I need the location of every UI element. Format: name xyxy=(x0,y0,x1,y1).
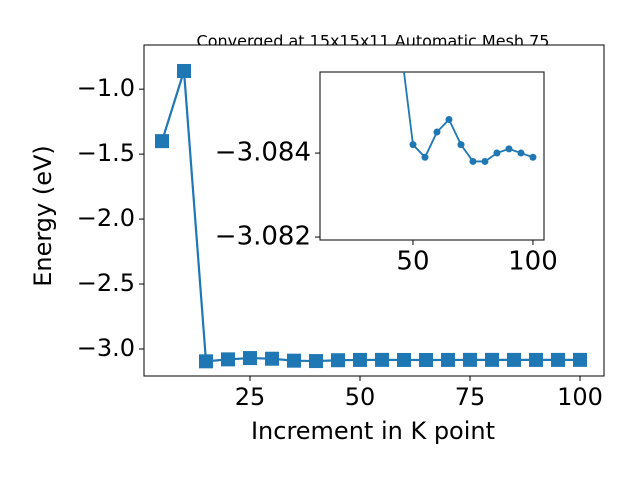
marker xyxy=(573,352,588,367)
marker xyxy=(409,141,417,149)
x-tick-label: 75 xyxy=(455,383,486,411)
marker xyxy=(243,351,258,366)
marker xyxy=(309,354,324,369)
marker xyxy=(154,134,169,149)
y-tick-label: −3.084 xyxy=(215,138,311,168)
marker xyxy=(198,354,213,369)
marker xyxy=(433,128,441,136)
y-tick-label: −2.5 xyxy=(77,269,135,297)
marker xyxy=(517,149,525,157)
marker xyxy=(485,352,500,367)
plot-clip xyxy=(403,72,537,165)
x-tick-label: 100 xyxy=(557,383,603,411)
marker xyxy=(507,352,522,367)
y-tick-label: −1.5 xyxy=(77,139,135,167)
marker xyxy=(529,153,537,161)
marker xyxy=(481,157,489,165)
marker xyxy=(505,145,513,153)
marker xyxy=(445,115,453,123)
marker xyxy=(221,352,236,367)
marker xyxy=(469,157,477,165)
plot-area xyxy=(319,71,545,241)
marker xyxy=(529,352,544,367)
marker xyxy=(287,353,302,368)
y-tick-label: −2.0 xyxy=(77,204,135,232)
marker xyxy=(176,63,191,78)
marker xyxy=(421,153,429,161)
marker xyxy=(441,352,456,367)
marker xyxy=(375,352,390,367)
marker xyxy=(265,351,280,366)
y-tick-label: −3.0 xyxy=(77,334,135,362)
x-tick-label: 25 xyxy=(235,383,266,411)
marker xyxy=(493,149,501,157)
x-axis-label: Increment in K point xyxy=(251,417,495,445)
marker xyxy=(419,352,434,367)
marker xyxy=(463,352,478,367)
y-axis-label: Energy (eV) xyxy=(29,145,57,287)
y-tick-label: −1.0 xyxy=(77,74,135,102)
marker xyxy=(397,352,412,367)
x-tick-label: 50 xyxy=(396,247,429,277)
marker xyxy=(457,141,465,149)
x-tick-label: 100 xyxy=(508,247,558,277)
marker xyxy=(331,353,346,368)
plot-clip xyxy=(154,63,588,369)
x-tick-label: 50 xyxy=(345,383,376,411)
marker xyxy=(353,352,368,367)
marker xyxy=(551,352,566,367)
y-tick-label: −3.082 xyxy=(215,222,311,252)
